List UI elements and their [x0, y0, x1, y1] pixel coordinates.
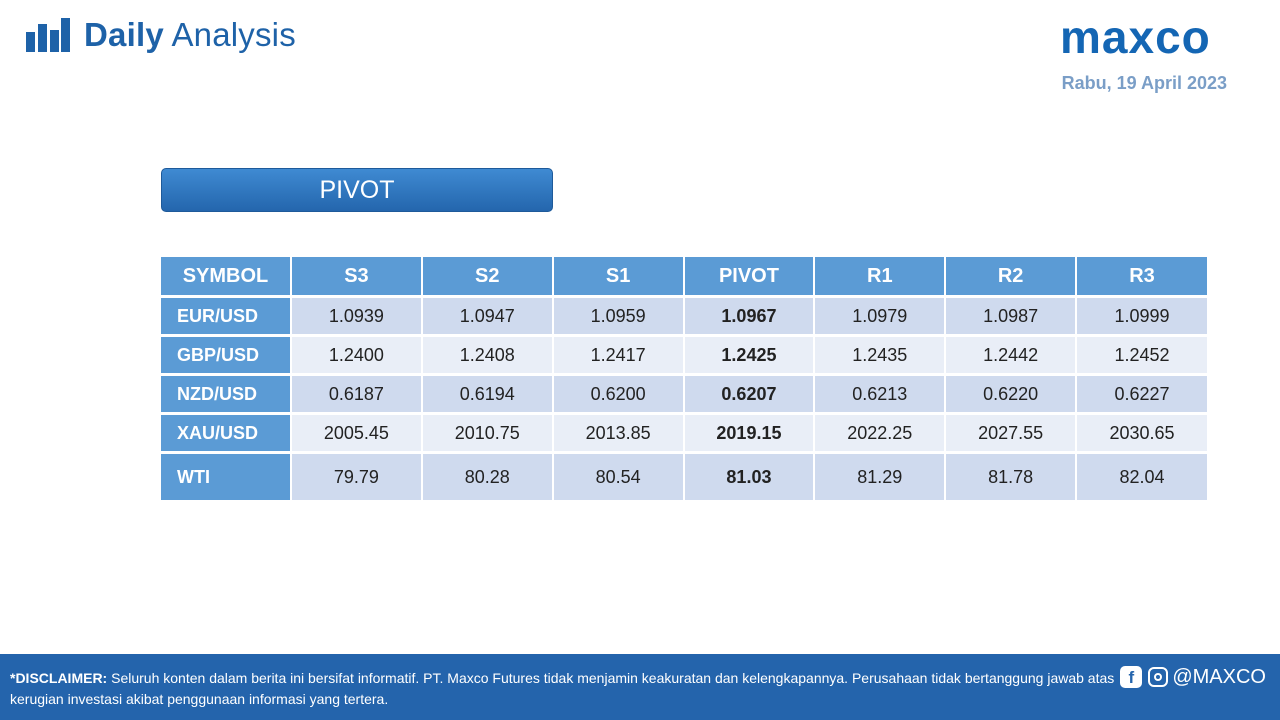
table-row: WTI 79.79 80.28 80.54 81.03 81.29 81.78 …	[161, 452, 1207, 503]
column-header-r1: R1	[814, 257, 947, 298]
value-cell: 1.2417	[552, 335, 685, 376]
pivot-banner: PIVOT	[161, 168, 553, 212]
maxco-logo: maxco	[1060, 11, 1211, 63]
brand-title-light: Analysis	[171, 16, 296, 53]
value-cell: 0.6200	[552, 374, 685, 415]
value-cell: 1.2452	[1076, 335, 1207, 376]
symbol-cell: EUR/USD	[161, 296, 292, 337]
value-cell: 79.79	[291, 452, 423, 503]
value-cell: 2030.65	[1076, 413, 1207, 454]
column-header-s2: S2	[421, 257, 554, 298]
column-header-s3: S3	[291, 257, 423, 298]
value-cell: 80.28	[421, 452, 554, 503]
value-cell: 1.2435	[814, 335, 947, 376]
pivot-banner-label: PIVOT	[319, 175, 395, 204]
value-cell: 2005.45	[291, 413, 423, 454]
symbol-cell: XAU/USD	[161, 413, 292, 454]
pivot-value-cell: 2019.15	[683, 413, 816, 454]
facebook-icon: f	[1120, 666, 1143, 688]
value-cell: 2010.75	[421, 413, 554, 454]
brand-title-bold: Daily	[84, 16, 164, 53]
social-handle[interactable]: f @MAXCO	[1120, 666, 1266, 688]
table-row: EUR/USD 1.0939 1.0947 1.0959 1.0967 1.09…	[161, 296, 1207, 337]
column-header-r3: R3	[1076, 257, 1207, 298]
value-cell: 2013.85	[552, 413, 685, 454]
pivot-value-cell: 81.03	[683, 452, 816, 503]
table-row: NZD/USD 0.6187 0.6194 0.6200 0.6207 0.62…	[161, 374, 1207, 415]
value-cell: 1.2442	[945, 335, 1078, 376]
value-cell: 1.0939	[291, 296, 423, 337]
pivot-value-cell: 0.6207	[683, 374, 816, 415]
value-cell: 0.6227	[1076, 374, 1207, 415]
value-cell: 1.0959	[552, 296, 685, 337]
value-cell: 2027.55	[945, 413, 1078, 454]
value-cell: 1.2400	[291, 335, 423, 376]
value-cell: 1.0999	[1076, 296, 1207, 337]
column-header-symbol: SYMBOL	[161, 257, 292, 298]
brand-title: Daily Analysis	[84, 16, 296, 54]
value-cell: 81.29	[814, 452, 947, 503]
pivot-value-cell: 1.2425	[683, 335, 816, 376]
bar-chart-icon	[26, 18, 70, 52]
value-cell: 1.2408	[421, 335, 554, 376]
value-cell: 1.0979	[814, 296, 947, 337]
table-row: GBP/USD 1.2400 1.2408 1.2417 1.2425 1.24…	[161, 335, 1207, 376]
value-cell: 0.6194	[421, 374, 554, 415]
value-cell: 0.6220	[945, 374, 1078, 415]
symbol-cell: NZD/USD	[161, 374, 292, 415]
value-cell: 1.0987	[945, 296, 1078, 337]
social-handle-text: @MAXCO	[1172, 665, 1266, 688]
disclaimer-text-block: *DISCLAIMER: Seluruh konten dalam berita…	[10, 668, 1120, 710]
disclaimer-label: *DISCLAIMER:	[10, 670, 108, 686]
value-cell: 2022.25	[814, 413, 947, 454]
symbol-cell: GBP/USD	[161, 335, 292, 376]
pivot-value-cell: 1.0967	[683, 296, 816, 337]
pivot-table: SYMBOL S3 S2 S1 PIVOT R1 R2 R3 EUR/USD 1…	[161, 257, 1207, 503]
symbol-cell: WTI	[161, 452, 292, 503]
table-row: XAU/USD 2005.45 2010.75 2013.85 2019.15 …	[161, 413, 1207, 454]
instagram-icon	[1148, 667, 1169, 687]
column-header-s1: S1	[552, 257, 685, 298]
value-cell: 0.6187	[291, 374, 423, 415]
value-cell: 81.78	[945, 452, 1078, 503]
report-date: Rabu, 19 April 2023	[1061, 73, 1227, 93]
value-cell: 82.04	[1076, 452, 1207, 503]
table-header-row: SYMBOL S3 S2 S1 PIVOT R1 R2 R3	[161, 257, 1207, 298]
disclaimer-footer: *DISCLAIMER: Seluruh konten dalam berita…	[0, 654, 1280, 720]
header-brand: Daily Analysis	[26, 16, 296, 54]
column-header-pivot: PIVOT	[683, 257, 816, 298]
value-cell: 80.54	[552, 452, 685, 503]
disclaimer-text: Seluruh konten dalam berita ini bersifat…	[10, 670, 1115, 707]
column-header-r2: R2	[945, 257, 1078, 298]
value-cell: 0.6213	[814, 374, 947, 415]
value-cell: 1.0947	[421, 296, 554, 337]
